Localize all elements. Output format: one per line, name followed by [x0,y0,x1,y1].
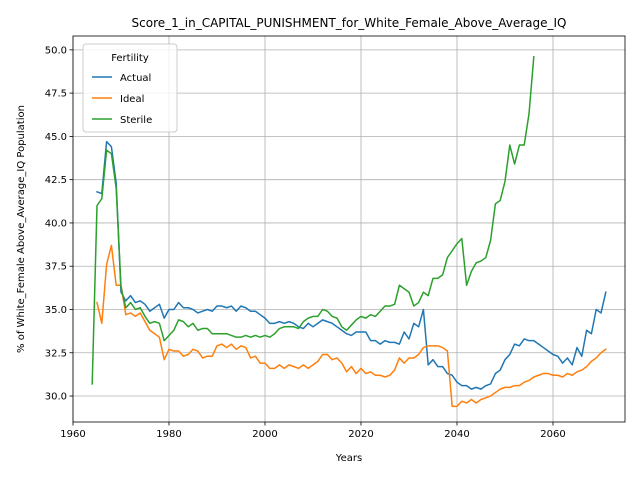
y-tick-label: 47.5 [45,89,67,100]
series-line-sterile [91,55,535,385]
y-tick-label: 45.0 [45,132,67,143]
x-tick-label: 2000 [252,429,277,440]
series-line-actual [96,140,607,390]
legend: Fertility Actual Ideal Sterile [82,43,178,133]
legend-entry-sterile: Sterile [120,115,152,126]
legend-entry-actual: Actual [120,73,151,84]
x-tick-label: 1960 [60,429,85,440]
legend-title: Fertility [111,53,149,64]
x-tick-label: 2020 [348,429,373,440]
plot-frame [72,35,626,423]
chart-title: Score_1_in_CAPITAL_PUNISHMENT_for_White_… [132,16,567,30]
legend-entry-ideal: Ideal [120,94,144,105]
y-tick-label: 37.5 [45,262,67,273]
y-axis-label: % of White_Female Above_Average_IQ Popul… [16,105,27,353]
x-tick-label: 2060 [540,429,565,440]
x-axis-label: Years [335,453,362,464]
x-axis-ticks: 1960 1980 2000 2020 2040 2060 [60,422,566,440]
y-tick-label: 32.5 [45,348,67,359]
y-tick-label: 42.5 [45,175,67,186]
y-axis-ticks: 30.0 32.5 35.0 37.5 40.0 42.5 45.0 47.5 50.0 [45,45,73,403]
x-tick-label: 2040 [444,429,469,440]
y-tick-label: 40.0 [45,218,67,229]
series-lines [91,55,607,408]
x-tick-label: 1980 [156,429,181,440]
y-tick-label: 35.0 [45,305,67,316]
y-tick-label: 50.0 [45,45,67,56]
grid [72,36,625,422]
series-line-ideal [96,244,607,408]
legend-box [82,43,178,133]
y-tick-label: 30.0 [45,392,67,403]
